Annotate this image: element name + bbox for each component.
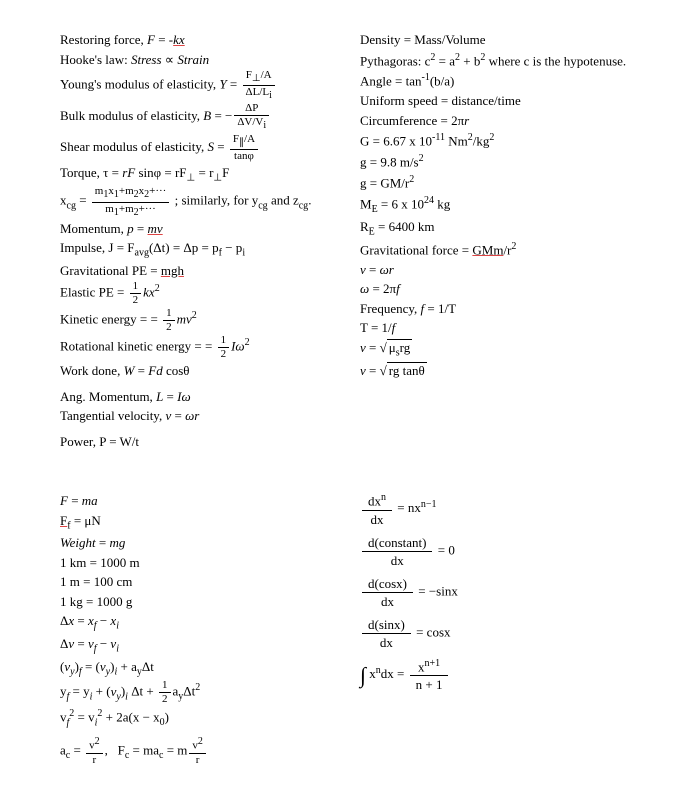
s1-left-tanvel: Tangential velocity, v = ωr (60, 406, 340, 426)
s1-right-omega: ω = 2πf (360, 279, 640, 299)
s1-right-g: g = 9.8 m/s2 (360, 151, 640, 172)
s2-left-m: 1 m = 100 cm (60, 572, 340, 592)
s1-right-density: Density = Mass/Volume (360, 30, 640, 50)
s1-right-freq: Frequency, f = 1/T (360, 299, 640, 319)
s2-left-kg: 1 kg = 1000 g (60, 592, 340, 612)
s2-left-Ff: Ff = μN (60, 511, 340, 534)
section-1: Restoring force, F = -kxHooke's law: Str… (60, 30, 640, 451)
s2-left-dv: Δv = vf − vi (60, 634, 340, 657)
section-2-left-col: F = maFf = μNWeight = mg1 km = 1000 m1 m… (60, 491, 340, 766)
s1-left-hooke: Hooke's law: Stress ∝ Strain (60, 50, 340, 70)
s1-left-angmom: Ang. Momentum, L = Iω (60, 387, 340, 407)
s2-left-ac: ac = v2r, Fc = mac = mv2r (60, 736, 340, 767)
s2-left-Fma: F = ma (60, 491, 340, 511)
s2-left-vf2: vf2 = vi2 + 2a(x − x0) (60, 706, 340, 730)
s2-right-d3: d(cosx)dx = −sinx (360, 575, 640, 610)
s1-left-xcg: xcg = m1x1+m2x2+···m1+m2+··· ; similarly… (60, 185, 340, 218)
s1-right-gGM: g = GM/r2 (360, 172, 640, 193)
s1-left-restoring: Restoring force, F = -kx (60, 30, 340, 50)
s1-left-work: Work done, W = Fd cosθ (60, 361, 340, 381)
s1-left-bulk: Bulk modulus of elasticity, B = −ΔPΔV/Vi (60, 102, 340, 132)
s1-left-torque: Torque, τ = rF sinφ = rF⊥ = r⊥F (60, 163, 340, 186)
s2-left-km: 1 km = 1000 m (60, 553, 340, 573)
s1-left-gpe: Gravitational PE = mgh (60, 261, 340, 281)
s1-right-angle: Angle = tan-1(b/a) (360, 70, 640, 91)
s2-left-weight: Weight = mg (60, 533, 340, 553)
s1-left-impulse: Impulse, J = Favg(Δt) = Δp = pf − pi (60, 238, 340, 261)
s2-right-d1: dxndx = nxn−1 (360, 491, 640, 527)
s1-left-power: Power, P = W/t (60, 432, 340, 452)
s2-left-yf: yf = yi + (vy)i Δt + 12ayΔt2 (60, 679, 340, 706)
s2-right-d2: d(constant)dx = 0 (360, 534, 640, 569)
s1-left-momentum: Momentum, p = mv (60, 219, 340, 239)
s1-right-G: G = 6.67 x 10-11 Nm2/kg2 (360, 130, 640, 151)
s1-left-rke: Rotational kinetic energy = = 12Iω2 (60, 334, 340, 361)
s1-right-pyth: Pythagoras: c2 = a2 + b2 where c is the … (360, 50, 640, 71)
s1-right-us: Uniform speed = distance/time (360, 91, 640, 111)
section-1-left-col: Restoring force, F = -kxHooke's law: Str… (60, 30, 340, 451)
s1-right-v_wr: v = ωr (360, 260, 640, 280)
s2-left-dx: Δx = xf − xi (60, 611, 340, 634)
s2-left-vyf: (vy)f = (vy)i + ayΔt (60, 657, 340, 680)
s1-left-ke: Kinetic energy = = 12mv2 (60, 307, 340, 334)
s2-right-int: ∫ xndx = xn+1n + 1 (360, 657, 640, 693)
s1-right-v1: v = √μsrg (360, 338, 640, 361)
s1-left-epe: Elastic PE = 12kx2 (60, 280, 340, 307)
section-2: F = maFf = μNWeight = mg1 km = 1000 m1 m… (60, 491, 640, 766)
s1-right-v2: v = √rg tanθ (360, 361, 640, 381)
s1-right-ME: ME = 6 x 1024 kg (360, 193, 640, 217)
s1-left-shear: Shear modulus of elasticity, S = F∥/Atan… (60, 133, 340, 163)
section-2-right-col: dxndx = nxn−1 d(constant)dx = 0 d(cosx)dx … (360, 491, 640, 766)
s1-right-gforce: Gravitational force = GMm/r2 (360, 239, 640, 260)
section-1-right-col: Density = Mass/VolumePythagoras: c2 = a2… (360, 30, 640, 451)
s1-right-T: T = 1/f (360, 318, 640, 338)
s1-right-RE: RE = 6400 km (360, 217, 640, 240)
s2-right-d4: d(sinx)dx = cosx (360, 616, 640, 651)
s1-right-circ: Circumference = 2πr (360, 111, 640, 131)
s1-left-young: Young's modulus of elasticity, Y = F⊥/AΔ… (60, 69, 340, 102)
